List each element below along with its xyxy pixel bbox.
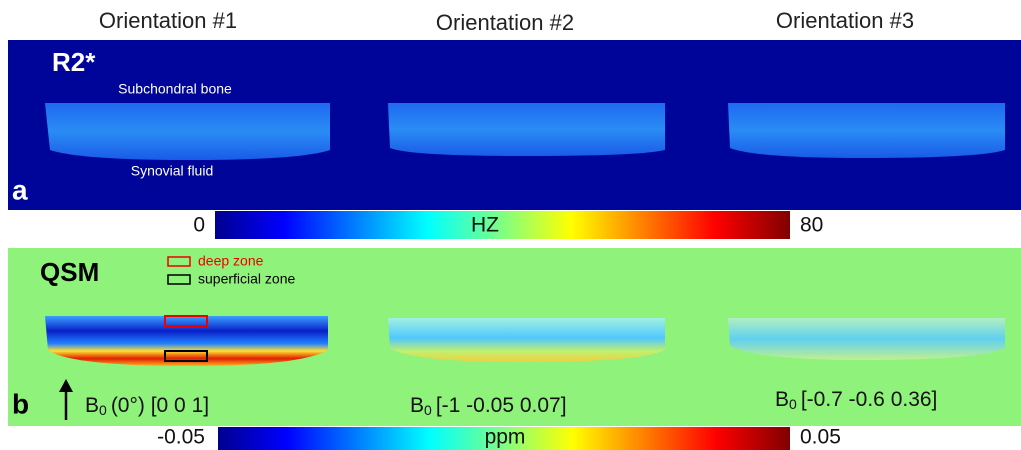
colorbar-max: 0.05 bbox=[800, 426, 841, 449]
qsm-map bbox=[45, 316, 328, 366]
panel-letter: a bbox=[12, 174, 28, 205]
annotation: Subchondral bone bbox=[118, 81, 232, 97]
b0-symbol: B bbox=[410, 394, 424, 417]
panel-title: QSM bbox=[40, 257, 99, 287]
column-header: Orientation #2 bbox=[436, 10, 574, 35]
qsm-map bbox=[388, 318, 665, 362]
b0-text: [-1 -0.05 0.07] bbox=[436, 394, 567, 417]
b0-text: (0°) [0 0 1] bbox=[111, 394, 209, 417]
colorbar-min: 0 bbox=[193, 214, 205, 237]
r2-map bbox=[45, 103, 330, 160]
legend-label: superficial zone bbox=[198, 271, 295, 287]
b0-symbol: B bbox=[85, 394, 99, 417]
b0-subscript: 0 bbox=[789, 396, 797, 412]
colorbar-unit: HZ bbox=[471, 214, 499, 237]
r2-map bbox=[388, 103, 665, 156]
b0-text: [-0.7 -0.6 0.36] bbox=[801, 388, 938, 411]
column-header: Orientation #1 bbox=[99, 8, 237, 33]
b0-symbol: B bbox=[775, 388, 789, 411]
b0-subscript: 0 bbox=[99, 402, 107, 418]
colorbar-max: 80 bbox=[800, 214, 823, 237]
colorbar-unit: ppm bbox=[485, 426, 526, 449]
annotation: Synovial fluid bbox=[131, 163, 214, 179]
colorbar-min: -0.05 bbox=[157, 426, 205, 449]
column-header: Orientation #3 bbox=[776, 8, 914, 33]
qsm-map bbox=[728, 318, 1005, 360]
figure: Orientation #1 Orientation #2 Orientatio… bbox=[0, 0, 1021, 450]
legend-label: deep zone bbox=[198, 253, 264, 269]
panel-letter: b bbox=[12, 388, 29, 419]
panel-title: R2* bbox=[52, 47, 96, 77]
b0-subscript: 0 bbox=[424, 402, 432, 418]
colorbar bbox=[215, 211, 790, 239]
r2-map bbox=[728, 103, 1005, 158]
